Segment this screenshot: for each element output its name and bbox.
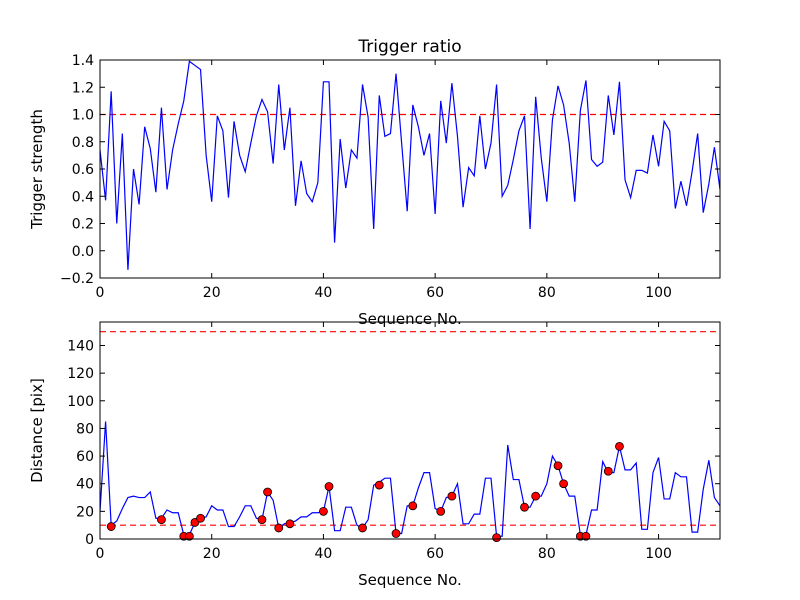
series-line-0 <box>100 60 720 270</box>
y-tick-label: 1.0 <box>72 108 94 124</box>
y-tick-label: 0.4 <box>72 189 94 205</box>
x-tick-label: 0 <box>96 285 105 301</box>
distance-chart: 0 20 40 60 80 100 0 20 40 60 80 100 120 140 Sequence N… <box>28 321 721 589</box>
marker-point-5 <box>196 513 205 523</box>
y-tick-label: 0.6 <box>72 162 94 178</box>
x-tick-label: 60 <box>426 285 444 301</box>
y-tick-label: 0.8 <box>72 135 94 151</box>
marker-point-11 <box>324 482 334 491</box>
marker-point-16 <box>436 506 446 516</box>
y-tick-label: 20 <box>76 504 94 520</box>
marker-point-7 <box>263 487 272 497</box>
marker-point-13 <box>374 480 384 490</box>
marker-point-6 <box>257 515 267 525</box>
marker-point-19 <box>520 502 529 512</box>
marker-point-20 <box>531 491 541 501</box>
y-tick-label: 60 <box>76 449 94 465</box>
y-tick-label: 120 <box>67 366 94 382</box>
marker-point-1 <box>157 515 166 525</box>
x-tick-label: 40 <box>315 285 333 301</box>
x-tick-label: 0 <box>96 546 105 562</box>
x-tick-label: 60 <box>426 546 444 562</box>
y-tick-label: 40 <box>76 477 94 493</box>
marker-point-18 <box>492 533 501 543</box>
series-group <box>100 60 720 270</box>
x-axis-label: Sequence No. <box>358 310 462 328</box>
x-tick-label: 100 <box>645 285 672 301</box>
marker-point-24 <box>581 531 591 541</box>
marker-point-26 <box>615 441 624 451</box>
y-tick-label: 80 <box>76 421 94 437</box>
y-tick-label: 1.4 <box>72 53 94 69</box>
marker-point-22 <box>559 479 569 489</box>
y-tick-label: 140 <box>67 338 94 354</box>
y-tick-label: 100 <box>67 394 94 410</box>
marker-point-8 <box>274 523 284 533</box>
chart-title: Trigger ratio <box>357 37 461 57</box>
x-tick-label: 20 <box>203 285 221 301</box>
x-axis-label: Sequence No. <box>358 571 462 589</box>
y-axis-label: Distance [pix] <box>28 378 46 483</box>
x-tick-label: 80 <box>538 546 556 562</box>
y-tick-label: 1.2 <box>72 80 94 96</box>
y-tick-label: 0.0 <box>72 244 94 260</box>
y-axis-label: Trigger strength <box>28 109 46 230</box>
y-tick-label: 0 <box>85 532 94 548</box>
marker-point-10 <box>319 506 328 516</box>
x-tick-label: 100 <box>645 546 672 562</box>
marker-point-14 <box>391 529 401 538</box>
y-tick-label: −0.2 <box>60 271 94 287</box>
x-tick-label: 80 <box>538 285 556 301</box>
x-tick-label: 40 <box>315 546 333 562</box>
trigger-ratio-chart: Trigger ratio 0 20 40 60 80 100 −0.2 0.0 0.2 0.4 0.… <box>28 37 721 328</box>
y-tick-label: 0.2 <box>72 217 94 233</box>
marker-point-21 <box>553 461 563 471</box>
marker-point-0 <box>106 522 116 531</box>
marker-point-25 <box>603 466 613 476</box>
marker-point-9 <box>285 519 295 529</box>
axes-frame <box>99 321 721 540</box>
marker-point-15 <box>408 501 418 511</box>
marker-point-3 <box>184 531 194 541</box>
marker-point-12 <box>358 523 367 533</box>
x-tick-label: 20 <box>203 546 221 562</box>
marker-point-17 <box>447 491 457 501</box>
